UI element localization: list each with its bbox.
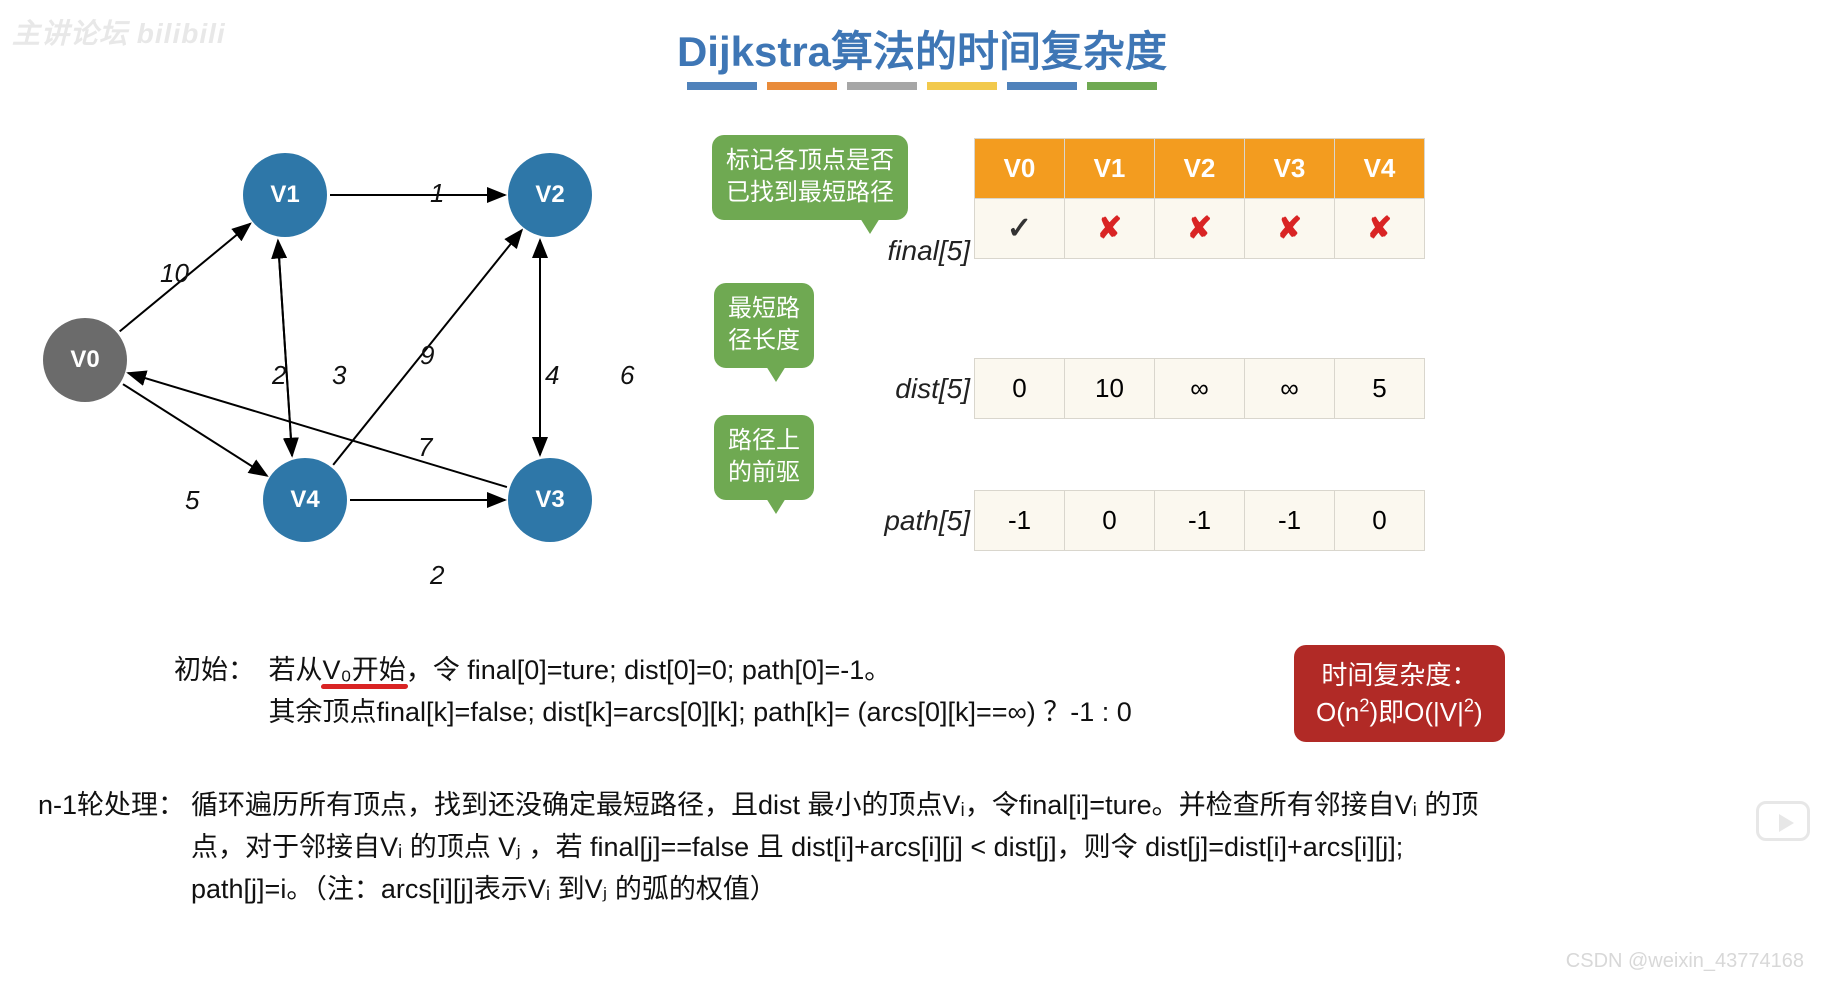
table-cell: ∞	[1155, 359, 1245, 419]
x-icon: ✘	[1367, 212, 1392, 245]
divider-segment	[927, 82, 997, 90]
graph-node-v3: V3	[508, 458, 592, 542]
graph-diagram: V0 V1 V2 V3 V4 10 5 1 2 3 9 4 6 2 7	[40, 130, 700, 610]
para-loop-body: 循环遍历所有顶点，找到还没确定最短路径，且dist 最小的顶点Vᵢ，令final…	[191, 790, 1478, 904]
edge-label-v1-v4: 2	[272, 360, 286, 391]
table-cell: ∞	[1245, 359, 1335, 419]
table-header-cell: V0	[975, 139, 1065, 199]
edge-label-v4-v1: 3	[332, 360, 346, 391]
table-header-cell: V2	[1155, 139, 1245, 199]
divider-segment	[847, 82, 917, 90]
graph-node-v1: V1	[243, 153, 327, 237]
table-cell: ✓	[975, 199, 1065, 259]
para-init-b: 其余顶点final[k]=false; dist[k]=arcs[0][k]; …	[269, 697, 1132, 727]
array-table-header: V0V1V2V3V4 ✓ ✘ ✘ ✘ ✘	[974, 138, 1425, 259]
row-label-final: final[5]	[860, 235, 970, 267]
table-header-cell: V3	[1245, 139, 1335, 199]
table-cell: ✘	[1245, 199, 1335, 259]
divider-segment	[1087, 82, 1157, 90]
edge-label-v3-v0: 7	[418, 432, 432, 463]
bubble-path-desc: 路径上的前驱	[714, 415, 814, 500]
edge-label-v4-v2: 9	[420, 340, 434, 371]
array-table-path: -10-1-10	[974, 490, 1425, 551]
table-header-cell: V1	[1065, 139, 1155, 199]
title-divider	[687, 82, 1157, 90]
paragraph-loop: n-1轮处理：循环遍历所有顶点，找到还没确定最短路径，且dist 最小的顶点Vᵢ…	[30, 785, 1500, 911]
bubble-dist-desc: 最短路径长度	[714, 283, 814, 368]
page-title: Dijkstra算法的时间复杂度	[0, 18, 1844, 79]
divider-segment	[687, 82, 757, 90]
table-cell: ✘	[1335, 199, 1425, 259]
paragraph-init: 初始： 若从V₀开始，令 final[0]=ture; dist[0]=0; p…	[100, 650, 1280, 734]
x-icon: ✘	[1187, 212, 1212, 245]
divider-segment	[1007, 82, 1077, 90]
complexity-line2: O(n2)即O(|V|2)	[1316, 693, 1483, 730]
x-icon: ✘	[1097, 212, 1122, 245]
para-init-lead: 初始：	[100, 650, 255, 692]
para-init-pre: 若从	[269, 655, 323, 685]
table-cell: -1	[1155, 491, 1245, 551]
edge-label-v1-v2: 1	[430, 178, 444, 209]
watermark-right: CSDN @weixin_43774168	[1566, 950, 1804, 973]
play-icon	[1756, 801, 1810, 841]
table-cell: -1	[1245, 491, 1335, 551]
table-cell: -1	[975, 491, 1065, 551]
graph-node-v4: V4	[263, 458, 347, 542]
divider-segment	[767, 82, 837, 90]
check-icon: ✓	[1007, 212, 1032, 245]
row-label-path: path[5]	[860, 505, 970, 537]
edge-label-v0-v1: 10	[160, 258, 189, 289]
edge-label-v0-v4: 5	[185, 485, 199, 516]
table-cell: ✘	[1155, 199, 1245, 259]
para-loop-lead: n-1轮处理：	[30, 785, 185, 827]
graph-node-v2: V2	[508, 153, 592, 237]
row-label-dist: dist[5]	[860, 373, 970, 405]
edge-label-v4-v3: 2	[430, 560, 444, 591]
complexity-line1: 时间复杂度：	[1316, 657, 1483, 693]
array-table-dist: 010∞∞5	[974, 358, 1425, 419]
edge-label-v2-v3: 4	[545, 360, 559, 391]
table-cell: 5	[1335, 359, 1425, 419]
complexity-badge: 时间复杂度： O(n2)即O(|V|2)	[1294, 645, 1505, 742]
table-cell: ✘	[1065, 199, 1155, 259]
table-cell: 10	[1065, 359, 1155, 419]
table-cell: 0	[975, 359, 1065, 419]
table-cell: 0	[1065, 491, 1155, 551]
underlined-v0: V₀开始	[323, 655, 406, 685]
bubble-final-desc: 标记各顶点是否已找到最短路径	[712, 135, 908, 220]
edge-label-v3-v2: 6	[620, 360, 634, 391]
table-cell: 0	[1335, 491, 1425, 551]
x-icon: ✘	[1277, 212, 1302, 245]
table-header-cell: V4	[1335, 139, 1425, 199]
graph-node-v0: V0	[43, 318, 127, 402]
para-init-post: ，令 final[0]=ture; dist[0]=0; path[0]=-1。	[406, 655, 892, 685]
